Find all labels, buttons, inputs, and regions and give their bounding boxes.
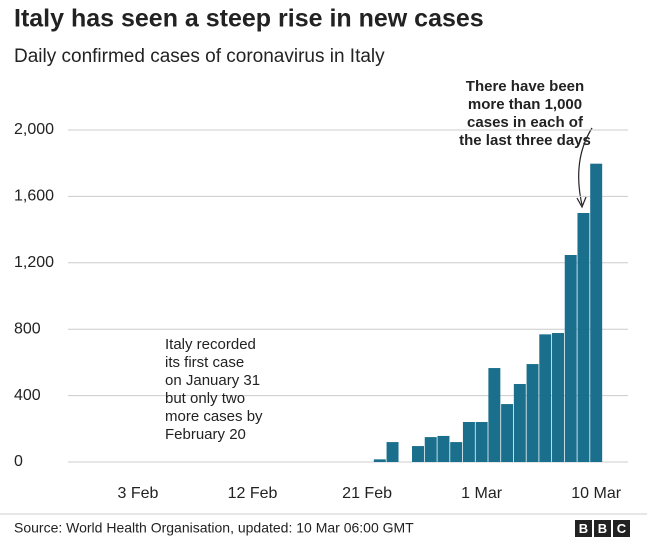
annotation: cases in each of [467, 114, 584, 131]
logo-box [594, 520, 611, 537]
logo-letter: C [617, 521, 627, 536]
logo-letter: B [598, 521, 607, 536]
bar [552, 333, 564, 462]
annotation: on January 31 [165, 372, 260, 389]
bar [386, 442, 399, 462]
annotation: the last three days [459, 132, 591, 149]
x-tick-label: 21 Feb [342, 485, 392, 502]
bar [590, 163, 603, 462]
bar [450, 442, 463, 462]
x-tick-label: 1 Mar [461, 485, 503, 502]
chart-subtitle: Daily confirmed cases of coronavirus in … [14, 46, 385, 67]
x-tick-label: 10 Mar [571, 485, 621, 502]
x-tick-label: 3 Feb [118, 485, 159, 502]
arrow-head [576, 196, 587, 209]
bar [501, 404, 514, 462]
bar [577, 213, 590, 462]
bar [564, 254, 577, 462]
bar [424, 437, 437, 462]
logo-box [613, 520, 630, 537]
annotation: February 20 [165, 426, 246, 443]
bar [437, 435, 450, 462]
source: Source: World Health Organisation, updat… [14, 520, 414, 536]
bar [412, 446, 424, 462]
bar [462, 421, 475, 462]
logo-letter: B [579, 521, 588, 536]
bar [513, 383, 526, 462]
annotation: Italy recorded [165, 336, 256, 353]
y-tick-label: 1,600 [14, 188, 54, 205]
bar [526, 364, 539, 462]
annotation: but only two [165, 390, 245, 407]
annotation: There have been [466, 78, 584, 95]
bar [539, 334, 552, 462]
y-tick-label: 2,000 [14, 121, 54, 138]
annotation: its first case [165, 354, 244, 371]
x-tick-label: 12 Feb [228, 485, 278, 502]
chart-title: Italy has seen a steep rise in new cases [14, 5, 484, 33]
annotation: more than 1,000 [468, 96, 582, 113]
y-tick-label: 1,200 [14, 254, 54, 271]
bar [488, 368, 501, 462]
y-tick-label: 400 [14, 387, 41, 404]
bar [373, 459, 386, 462]
bar [475, 421, 488, 462]
logo-box [575, 520, 592, 537]
y-tick-label: 800 [14, 320, 41, 337]
annotation: more cases by [165, 408, 263, 425]
y-tick-label: 0 [14, 453, 23, 470]
